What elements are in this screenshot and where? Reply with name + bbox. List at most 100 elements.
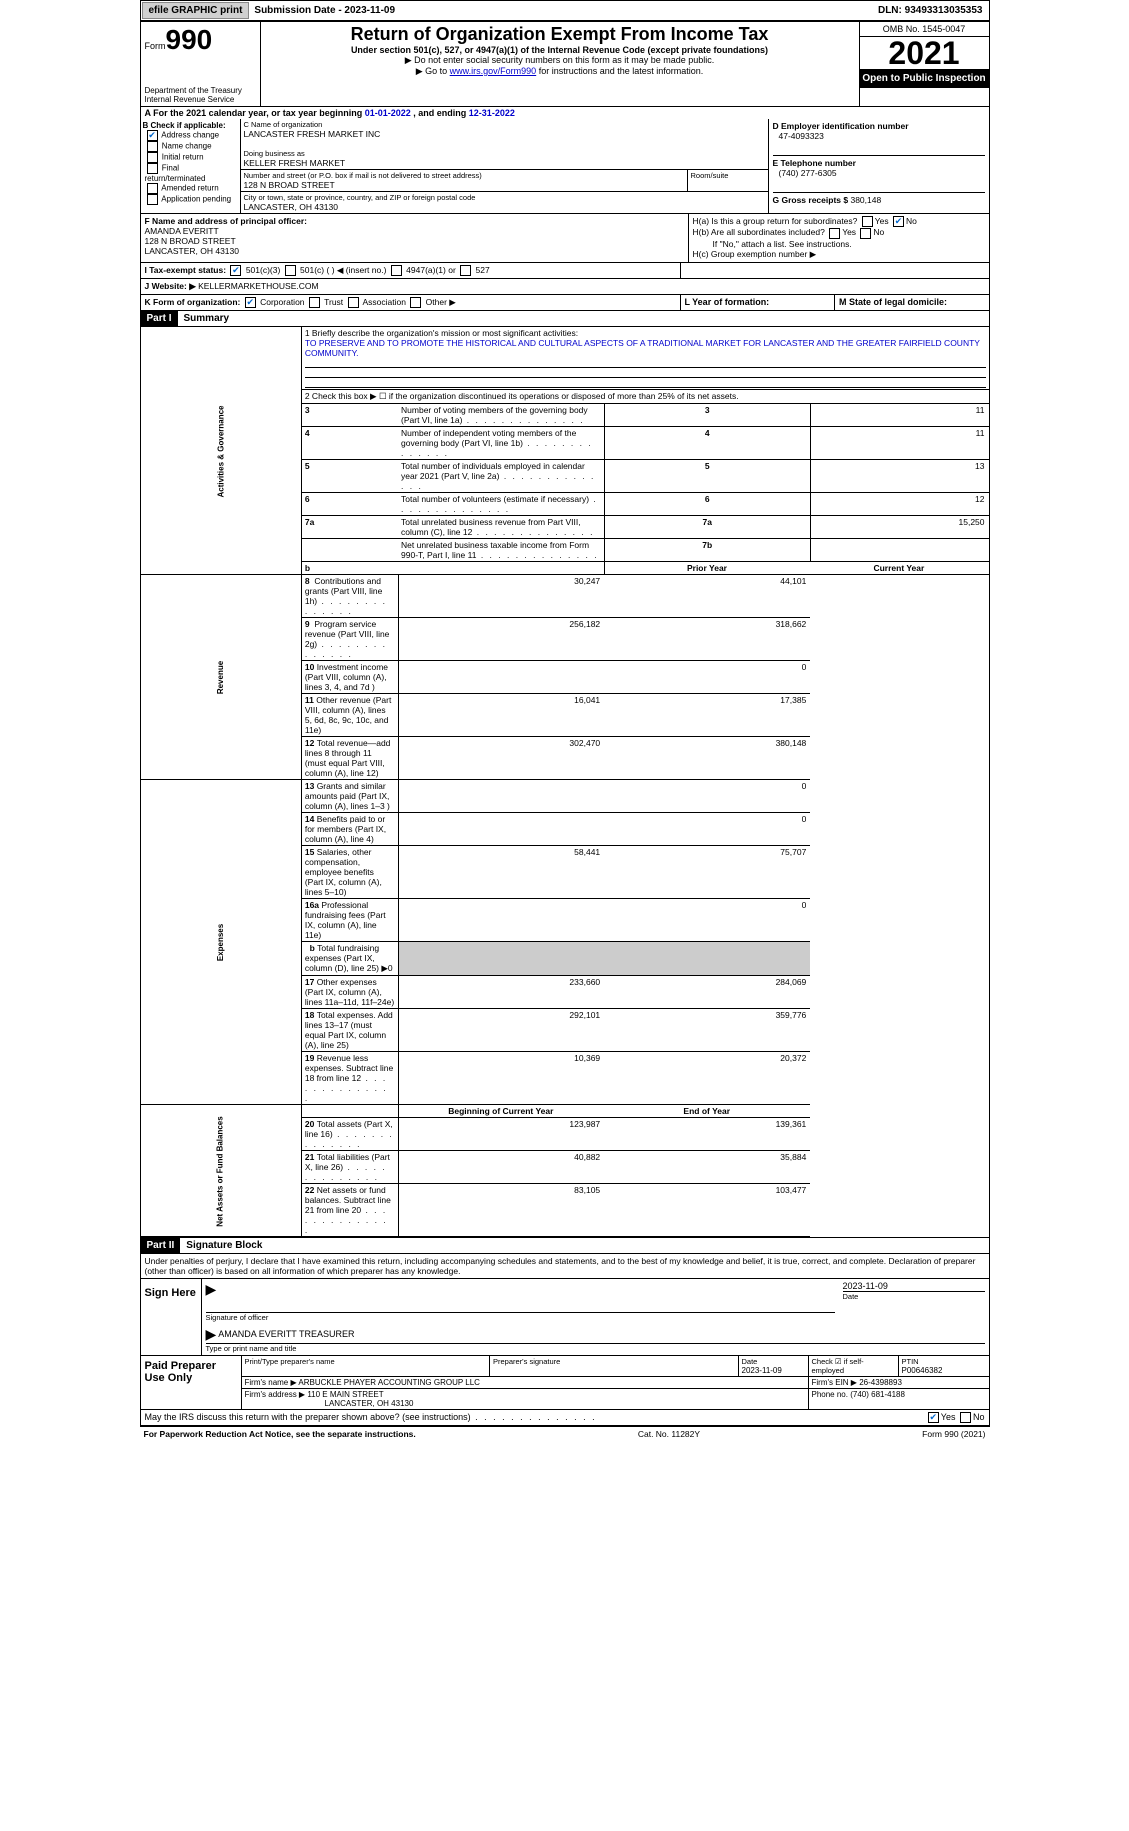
part2-header: Part II Signature Block [140,1237,990,1254]
ha-yes[interactable] [862,216,873,227]
phone-value: (740) 277-6305 [773,168,985,178]
box-f-label: F Name and address of principal officer: [145,216,684,226]
exp-15: Salaries, other compensation, employee b… [305,847,382,897]
rev-8: Contributions and grants (Part VIII, lin… [305,576,387,616]
form-subtitle: Under section 501(c), 527, or 4947(a)(1)… [265,45,855,55]
website-row: J Website: ▶ KELLERMARKETHOUSE.COM [140,279,990,295]
form-number: 990 [166,24,213,55]
tax-status-row: I Tax-exempt status: 501(c)(3) 501(c) ( … [140,263,990,279]
officer-addr2: LANCASTER, OH 43130 [145,246,684,256]
gov-row-7a: Total unrelated business revenue from Pa… [398,516,604,539]
discuss-no[interactable] [960,1412,971,1423]
officer-group-row: F Name and address of principal officer:… [140,214,990,263]
cb-amended[interactable]: Amended return [143,183,238,194]
hb-no[interactable] [860,228,871,239]
cb-assoc[interactable] [348,297,359,308]
room-label: Room/suite [691,171,765,180]
discuss-label: May the IRS discuss this return with the… [145,1412,597,1423]
rev-9: Program service revenue (Part VIII, line… [305,619,390,659]
box-l-label: L Year of formation: [685,297,770,307]
ptin-value: P00646382 [902,1366,986,1375]
prior-year-header: Prior Year [604,562,810,575]
footer: For Paperwork Reduction Act Notice, see … [140,1426,990,1441]
cb-trust[interactable] [309,297,320,308]
form-title: Return of Organization Exempt From Incom… [265,24,855,45]
side-exp: Expenses [216,924,225,961]
cb-527[interactable] [460,265,471,276]
cb-initial-return[interactable]: Initial return [143,152,238,163]
sig-officer-label: Signature of officer [206,1312,835,1322]
sig-date: 2023-11-09 [843,1281,985,1291]
firm-addr1: 110 E MAIN STREET [307,1390,383,1399]
efile-print-button[interactable]: efile GRAPHIC print [142,2,250,19]
hb-yes[interactable] [829,228,840,239]
part2-label: Part II [141,1238,181,1253]
tax-status-label: I Tax-exempt status: [145,265,227,275]
box-m: M State of legal domicile: [835,295,989,310]
form-header: Form990 Department of the Treasury Inter… [140,22,990,106]
irs-link[interactable]: www.irs.gov/Form990 [450,66,537,76]
cb-app-pending[interactable]: Application pending [143,194,238,205]
discuss-row: May the IRS discuss this return with the… [140,1410,990,1426]
submission-date: Submission Date - 2023-11-09 [250,5,399,16]
dba-label: Doing business as [244,149,765,158]
ein-label: D Employer identification number [773,121,985,131]
part2-title: Signature Block [180,1240,262,1251]
prep-date-label: Date [742,1357,805,1366]
cb-corp[interactable] [245,297,256,308]
addr-label: Number and street (or P.O. box if mail i… [244,171,684,180]
cb-other[interactable] [410,297,421,308]
form-label: Form [145,41,166,51]
org-name: LANCASTER FRESH MARKET INC [244,129,765,139]
firm-ein-label: Firm's EIN ▶ [812,1378,857,1387]
discuss-yes[interactable] [928,1412,939,1423]
footer-left: For Paperwork Reduction Act Notice, see … [144,1429,416,1439]
paid-preparer-label: Paid Preparer Use Only [141,1356,241,1409]
period-pre: A For the 2021 calendar year, or tax yea… [145,108,365,118]
side-gov: Activities & Governance [216,405,225,497]
dept-label: Department of the Treasury [145,86,256,95]
officer-name: AMANDA EVERITT [145,226,684,236]
net-22: Net assets or fund balances. Subtract li… [305,1185,391,1235]
cb-address-change[interactable]: Address change [143,130,238,141]
gov-row-3: Number of voting members of the governin… [398,404,604,427]
check-self-employed[interactable]: Check ☑ if self-employed [809,1356,899,1376]
side-net: Net Assets or Fund Balances [216,1116,225,1226]
penalty-statement: Under penalties of perjury, I declare th… [140,1254,990,1278]
firm-name: ARBUCKLE PHAYER ACCOUNTING GROUP LLC [298,1378,480,1387]
cb-final-return[interactable]: Final return/terminated [143,163,238,183]
dba-name: KELLER FRESH MARKET [244,158,765,168]
box-d: D Employer identification number 47-4093… [769,119,989,213]
hc-label: H(c) Group exemption number ▶ [693,249,985,260]
rev-11: Other revenue (Part VIII, column (A), li… [305,695,392,735]
cb-4947[interactable] [391,265,402,276]
side-rev: Revenue [216,661,225,694]
exp-14: Benefits paid to or for members (Part IX… [305,814,386,844]
ha-no[interactable] [893,216,904,227]
open-to-public: Open to Public Inspection [860,69,989,88]
end-year-header: End of Year [604,1105,810,1118]
box-k-label: K Form of organization: [145,297,241,307]
ha-label: H(a) Is this a group return for subordin… [693,216,858,226]
cb-501c3[interactable] [230,265,241,276]
prep-name-label: Print/Type preparer's name [245,1357,487,1366]
hb-label: H(b) Are all subordinates included? [693,227,825,237]
period-begin: 01-01-2022 [365,108,411,118]
dln-label: DLN: 93493313035353 [878,5,989,16]
tax-year: 2021 [860,37,989,69]
irs-label: Internal Revenue Service [145,95,256,104]
street-address: 128 N BROAD STREET [244,180,684,190]
part1-header: Part I Summary [140,311,990,327]
website-value: KELLERMARKETHOUSE.COM [198,281,318,291]
form-note2: ▶ Go to www.irs.gov/Form990 for instruct… [265,66,855,77]
beg-year-header: Beginning of Current Year [398,1105,604,1118]
sign-here-label: Sign Here [141,1279,201,1355]
exp-13: Grants and similar amounts paid (Part IX… [305,781,390,811]
sig-date-label: Date [843,1291,985,1301]
type-name-label: Type or print name and title [206,1343,985,1353]
cb-501c[interactable] [285,265,296,276]
city-state-zip: LANCASTER, OH 43130 [244,202,765,212]
box-b-title: B Check if applicable: [143,121,238,130]
signature-block: Sign Here ▶ Signature of officer 2023-11… [140,1278,990,1356]
cb-name-change[interactable]: Name change [143,141,238,152]
